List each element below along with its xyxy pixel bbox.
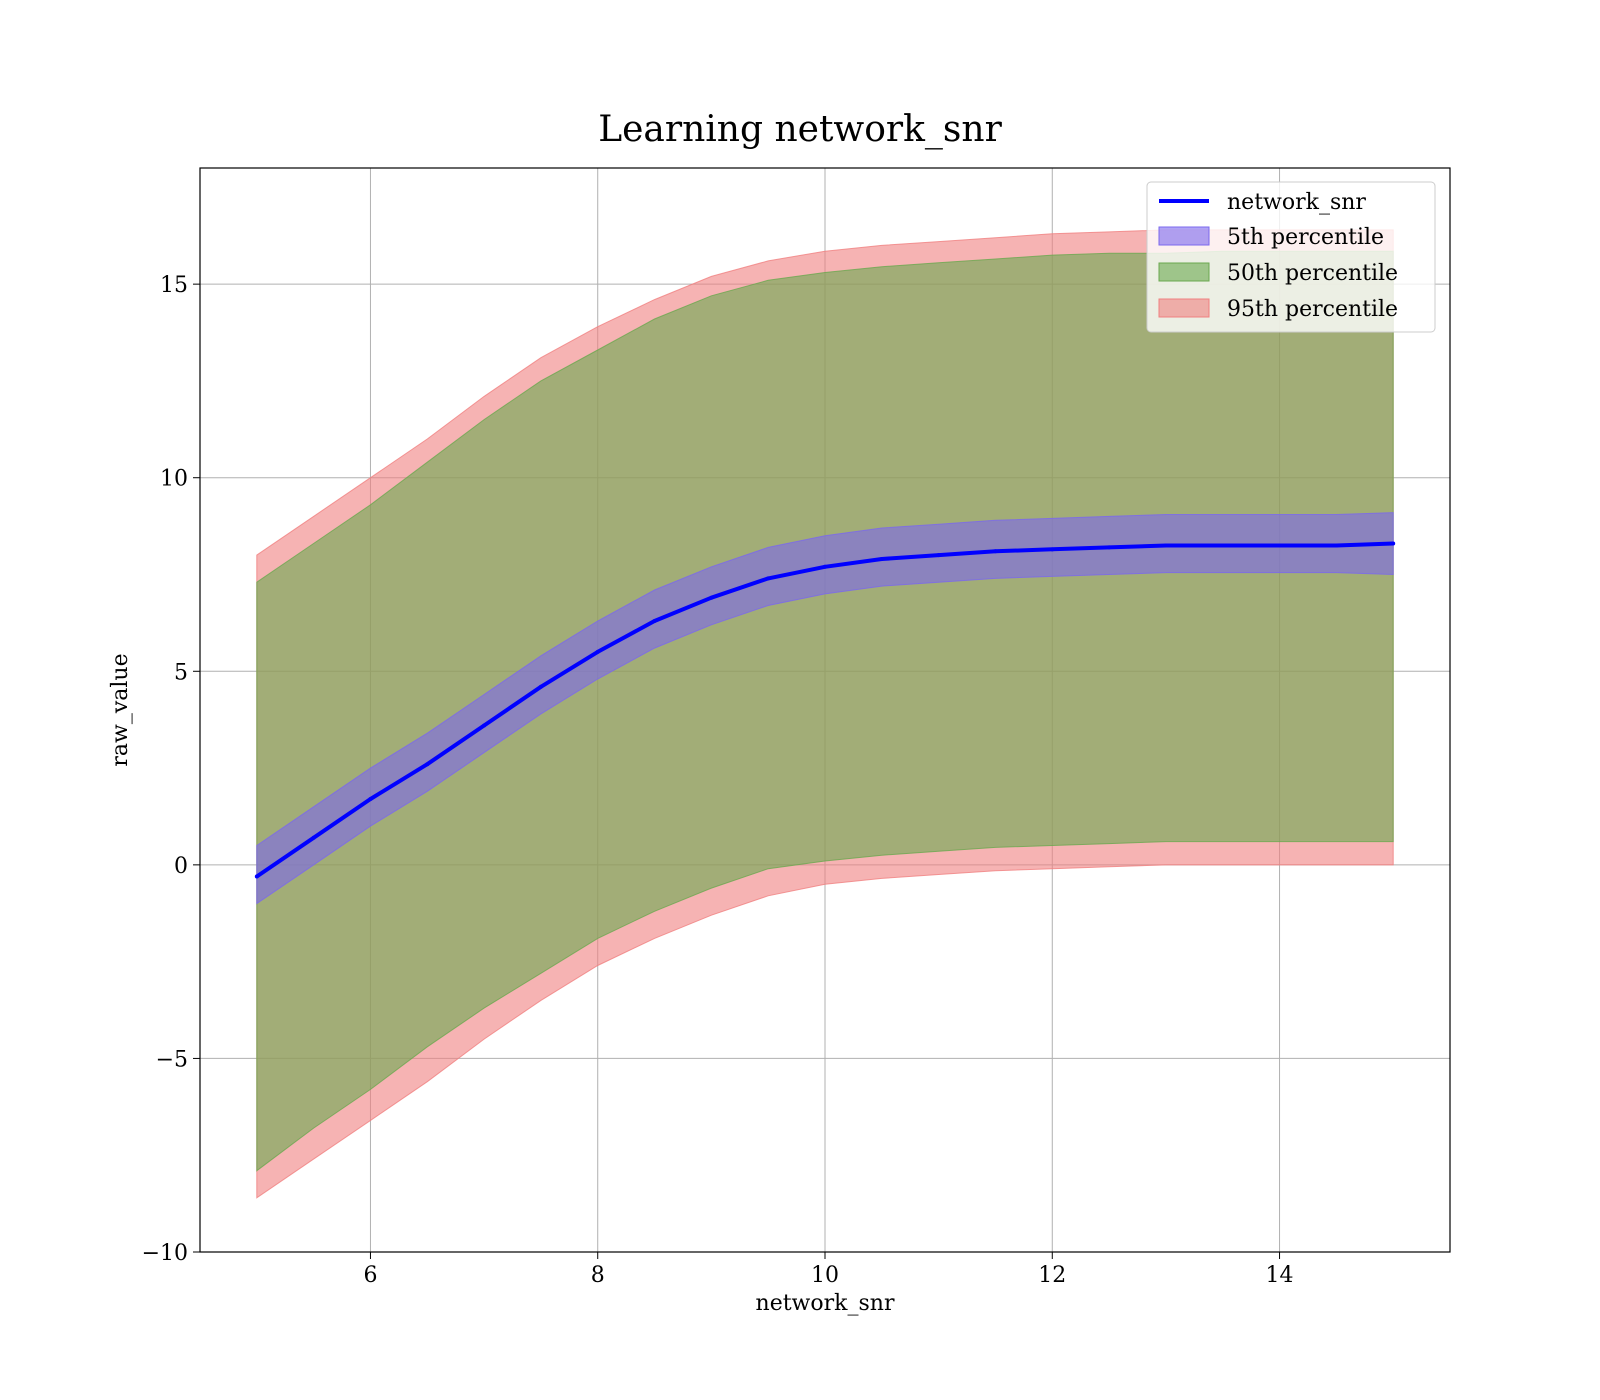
network-snr-point xyxy=(1391,541,1396,546)
network-snr-point xyxy=(425,762,430,767)
legend: network_snr 5th percentile 50th percentile… xyxy=(1146,181,1436,333)
network-snr-point xyxy=(1220,543,1225,548)
legend-swatch xyxy=(1158,226,1210,246)
network-snr-point xyxy=(254,874,259,879)
network-snr-point xyxy=(595,649,600,654)
x-tick-label: 6 xyxy=(363,1263,377,1288)
band-50th-percentile xyxy=(256,250,1394,1172)
y-tick-label: 0 xyxy=(174,854,188,879)
network-snr-point xyxy=(936,553,941,558)
network-snr-line-layer xyxy=(254,541,1396,879)
y-tick-label: −10 xyxy=(142,1241,188,1266)
x-tick-label: 8 xyxy=(591,1263,605,1288)
legend-label-network-snr: network_snr xyxy=(1227,190,1366,215)
legend-label-5th-percentile: 5th percentile xyxy=(1227,225,1384,250)
x-axis-label: network_snr xyxy=(756,1291,895,1316)
y-tick-label: 5 xyxy=(174,660,188,685)
network-snr-point xyxy=(1277,543,1282,548)
legend-box xyxy=(1146,181,1436,333)
network-snr-point xyxy=(823,564,827,569)
network-snr-point xyxy=(482,723,487,728)
y-axis-label: raw_value xyxy=(108,653,133,766)
y-tick-label: 10 xyxy=(160,467,188,492)
x-tick-label: 12 xyxy=(1038,1263,1066,1288)
chart-title: Learning network_snr xyxy=(598,109,1002,150)
band-5th-percentile xyxy=(256,512,1394,905)
network-snr-point xyxy=(993,549,998,554)
y-tick-label: −5 xyxy=(156,1047,188,1072)
network-snr-point xyxy=(709,595,714,600)
percentile-bands xyxy=(256,229,1394,1199)
x-tick-label: 10 xyxy=(811,1263,839,1288)
network-snr-point xyxy=(1107,545,1112,550)
network-snr-point xyxy=(368,797,373,802)
legend-label-95th-percentile: 95th percentile xyxy=(1227,297,1398,322)
legend-label-50th-percentile: 50th percentile xyxy=(1227,261,1398,286)
network-snr-point xyxy=(879,557,884,562)
network-snr-point xyxy=(1334,543,1339,548)
network-snr-point xyxy=(311,835,316,840)
y-tick-label: 15 xyxy=(160,273,188,298)
network-snr-point xyxy=(1050,547,1055,552)
network-snr-point xyxy=(1163,543,1168,548)
y-axis-ticks: −10 −5 0 5 10 15 xyxy=(142,273,200,1266)
x-axis-ticks: 6 8 10 12 14 xyxy=(363,1252,1294,1288)
network-snr-point xyxy=(538,684,543,689)
legend-swatch xyxy=(1158,262,1210,282)
network-snr-point xyxy=(652,618,657,623)
network-snr-point xyxy=(766,576,771,581)
legend-swatch xyxy=(1158,298,1210,318)
x-tick-label: 14 xyxy=(1266,1263,1294,1288)
